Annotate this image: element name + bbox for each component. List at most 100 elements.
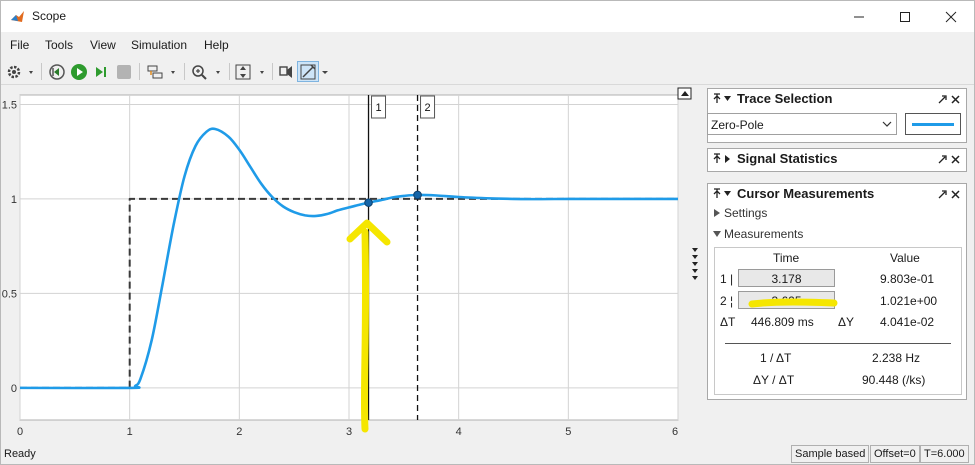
cursor-2-marker xyxy=(413,190,422,200)
signal-statistics-title: Signal Statistics xyxy=(737,151,838,166)
delta-y-label: ΔY xyxy=(838,315,855,329)
cursor-2-tag-label: 2 xyxy=(424,102,430,114)
measurements-divider xyxy=(725,343,951,344)
sample-based-indicator: Sample based xyxy=(791,445,870,463)
toolbar xyxy=(1,58,974,85)
column-header-value: Value xyxy=(890,251,920,265)
y-tick-label: 1 xyxy=(11,194,17,206)
panel-expand-arrows-icon[interactable] xyxy=(690,246,700,286)
measurements-box xyxy=(714,247,962,395)
minimize-button[interactable] xyxy=(836,1,882,32)
scope-plot[interactable]: 0 1 2 3 4 5 6 0 0.5 1 1.5 1 2 xyxy=(1,87,701,443)
cursor-2-value: 1.021e+00 xyxy=(880,294,938,308)
cursor-measurements-title: Cursor Measurements xyxy=(737,186,875,201)
title-bar: Scope xyxy=(1,1,974,32)
delta-t-label: ΔT xyxy=(720,315,736,329)
measurements-section-toggle[interactable]: Measurements xyxy=(712,227,803,242)
zoom-button[interactable] xyxy=(190,61,224,82)
step-input-line xyxy=(20,197,678,389)
cursor-1-time[interactable]: 3.178 xyxy=(738,269,835,287)
x-tick-label: 1 xyxy=(127,426,133,438)
settings-button[interactable] xyxy=(5,61,37,82)
menu-file[interactable]: File xyxy=(10,38,30,52)
delta-t-value: 446.809 ms xyxy=(751,315,814,329)
x-tick-label: 4 xyxy=(456,426,462,438)
collapse-triangle-icon xyxy=(713,231,721,237)
cursor-measurements-button[interactable] xyxy=(297,61,319,82)
zero-pole-response-line xyxy=(19,127,678,390)
menu-help[interactable]: Help xyxy=(204,38,229,52)
signal-statistics-panel: Signal Statistics xyxy=(707,148,967,172)
yellow-arrow-shaft xyxy=(360,228,370,433)
axes-menu-arrow-icon xyxy=(681,91,689,96)
yellow-arrow-head xyxy=(346,219,391,246)
step-back-icon xyxy=(49,63,65,80)
expand-triangle-icon xyxy=(714,209,720,217)
x-tick-label: 2 xyxy=(236,426,242,438)
y-tick-label: 0 xyxy=(11,383,17,395)
delta-y-value: 4.041e-02 xyxy=(880,315,935,329)
time-indicator: T=6.000 xyxy=(920,445,969,463)
cursor-1-tag-label: 1 xyxy=(375,102,381,114)
panel-undock-close-icons[interactable] xyxy=(937,153,963,165)
cursor-1-marker xyxy=(364,198,373,207)
close-icon xyxy=(945,11,957,22)
menu-view[interactable]: View xyxy=(90,38,116,52)
trace-selection-dropdown[interactable]: Zero-Pole xyxy=(707,113,897,135)
x-tick-label: 0 xyxy=(17,426,23,438)
layout-icon xyxy=(147,65,175,78)
y-tick-label: 0.5 xyxy=(2,288,17,300)
step-forward-button[interactable] xyxy=(91,61,111,82)
column-header-time: Time xyxy=(773,251,800,265)
collapse-panel-icon[interactable] xyxy=(713,93,733,105)
window-title: Scope xyxy=(32,9,67,23)
run-button[interactable] xyxy=(69,61,89,82)
trace-selection-title: Trace Selection xyxy=(737,91,833,106)
expand-panel-icon[interactable] xyxy=(713,153,733,165)
chevron-down-icon xyxy=(882,121,892,127)
cursor-1-value: 9.803e-01 xyxy=(880,272,935,286)
plot-area: 0 1 2 3 4 5 6 0 0.5 1 1.5 1 2 xyxy=(1,87,701,443)
stop-button[interactable] xyxy=(114,61,134,82)
x-tick-label: 6 xyxy=(672,426,678,438)
autoscale-icon xyxy=(235,64,264,79)
maximize-icon xyxy=(900,11,910,22)
measurements-label: Measurements xyxy=(724,227,804,241)
menu-simulation[interactable]: Simulation xyxy=(131,38,188,52)
panel-undock-close-icons[interactable] xyxy=(937,93,963,105)
slope-label: ΔY / ΔT xyxy=(753,373,795,387)
cursor-measurements-dropdown[interactable] xyxy=(320,61,330,82)
triggers-icon xyxy=(279,65,292,78)
menu-tools[interactable]: Tools xyxy=(45,38,74,52)
settings-section-toggle[interactable]: Settings xyxy=(712,206,767,221)
x-tick-label: 3 xyxy=(346,426,352,438)
layout-button[interactable] xyxy=(145,61,179,82)
gear-icon xyxy=(7,65,33,78)
triggers-button[interactable] xyxy=(276,61,296,82)
panel-undock-close-icons[interactable] xyxy=(937,188,963,200)
status-text: Ready xyxy=(4,448,36,460)
stop-icon xyxy=(117,64,131,79)
trace-line-style-swatch[interactable] xyxy=(905,113,961,135)
trace-selection-value: Zero-Pole xyxy=(711,118,764,132)
cursor-2-tag[interactable] xyxy=(420,95,436,119)
cursor-1-label: 1 | xyxy=(720,272,734,286)
menu-bar: File Tools View Simulation Help xyxy=(1,34,974,56)
settings-label: Settings xyxy=(724,206,768,220)
zoom-icon xyxy=(192,64,220,80)
collapse-panel-icon[interactable] xyxy=(713,188,733,200)
cursor-1-tag[interactable] xyxy=(371,95,387,119)
step-forward-icon xyxy=(96,66,106,77)
status-bar: Ready Sample based Offset=0 T=6.000 xyxy=(1,444,974,464)
slope-value: 90.448 (/ks) xyxy=(862,373,926,387)
step-back-button[interactable] xyxy=(47,61,67,82)
inverse-delta-t-value: 2.238 Hz xyxy=(872,351,921,365)
maximize-button[interactable] xyxy=(882,1,928,32)
cursor-2-label: 2 ¦ xyxy=(720,294,734,308)
x-tick-label: 5 xyxy=(565,426,571,438)
close-button[interactable] xyxy=(928,1,974,32)
yellow-highlight-underline xyxy=(748,298,838,308)
autoscale-button[interactable] xyxy=(234,61,268,82)
run-icon xyxy=(71,63,87,80)
